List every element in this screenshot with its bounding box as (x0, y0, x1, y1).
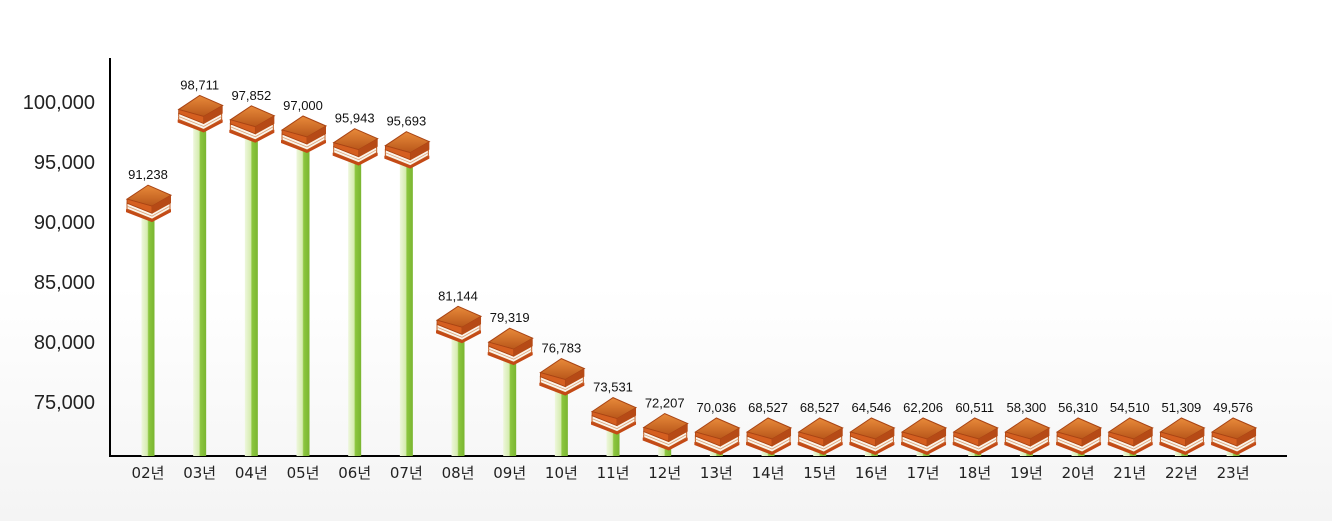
book-stack-icon (1210, 417, 1258, 455)
x-tick-label: 23년 (1217, 464, 1250, 482)
x-tick-label: 06년 (338, 464, 371, 482)
y-tick-label: 85,000 (34, 272, 95, 294)
data-label: 56,310 (1058, 400, 1098, 415)
x-tick-label: 12년 (648, 464, 681, 482)
book-stack-icon (590, 397, 638, 435)
book-stack-icon (487, 327, 534, 366)
book-stack-icon (435, 305, 483, 344)
book-stack-icon (694, 417, 741, 455)
data-label: 58,300 (1007, 400, 1047, 415)
x-tick-label: 04년 (235, 464, 268, 482)
x-tick-label: 05년 (287, 464, 320, 482)
x-tick-label: 15년 (803, 464, 836, 482)
data-label: 68,527 (748, 400, 788, 415)
data-labels: 91,238 98,711 97,852 97,000 95,943 95,693 81,1… (128, 77, 1253, 415)
data-label: 98,711 (180, 77, 219, 92)
bar (141, 207, 155, 456)
data-label: 97,852 (231, 88, 271, 103)
bar (503, 350, 517, 456)
bar (193, 117, 207, 456)
book-stack-icon (229, 105, 276, 143)
x-tick-label: 19년 (1010, 464, 1043, 482)
book-stack-icon (745, 417, 793, 455)
x-tick-label: 22년 (1165, 464, 1198, 482)
book-stack-icon (797, 417, 844, 455)
y-tick-label: 75,000 (34, 392, 95, 414)
book-stack-icon (177, 94, 224, 133)
book-stack-icon (384, 131, 431, 169)
data-label: 73,531 (593, 380, 633, 395)
x-tick-label: 16년 (855, 464, 888, 482)
y-tick-label: 80,000 (34, 332, 95, 354)
data-label: 79,319 (490, 310, 530, 325)
data-label: 97,000 (283, 98, 323, 113)
bar (451, 328, 465, 456)
book-markers (125, 94, 1258, 455)
book-stack-icon (849, 417, 896, 455)
x-tick-label: 14년 (752, 464, 785, 482)
y-tick-label: 90,000 (34, 212, 95, 234)
data-label: 54,510 (1110, 400, 1150, 415)
x-tick-label: 09년 (493, 464, 526, 482)
data-label: 81,144 (438, 288, 478, 303)
book-stack-icon (332, 128, 379, 166)
book-stack-icon (125, 184, 173, 223)
data-label: 95,693 (386, 114, 426, 129)
book-stack-icon (1004, 417, 1051, 455)
book-stack-icon (642, 412, 689, 451)
data-label: 51,309 (1162, 400, 1202, 415)
book-stack-icon (1107, 417, 1154, 455)
data-label: 95,943 (335, 111, 375, 126)
y-tick-label: 95,000 (34, 152, 95, 174)
book-stack-icon (280, 115, 328, 153)
x-tick-label: 13년 (700, 464, 733, 482)
data-label: 76,783 (541, 341, 581, 356)
data-label: 72,207 (645, 396, 685, 411)
x-tick-label: 02년 (132, 464, 165, 482)
x-tick-label: 10년 (545, 464, 578, 482)
bar (244, 127, 258, 456)
x-tick-label: 21년 (1113, 464, 1146, 482)
data-label: 60,511 (955, 400, 994, 415)
x-tick-label: 11년 (597, 464, 630, 482)
data-label: 68,527 (800, 400, 840, 415)
data-label: 64,546 (851, 400, 891, 415)
x-tick-label: 20년 (1062, 464, 1095, 482)
axes: 100,000 95,000 90,000 85,000 80,000 75,000 02년… (23, 58, 1287, 482)
book-stack-icon (952, 417, 999, 455)
book-stack-icon (1055, 417, 1103, 455)
bar (296, 138, 310, 456)
x-tick-label: 08년 (442, 464, 475, 482)
data-label: 91,238 (128, 167, 168, 182)
bar (554, 380, 568, 456)
x-tick-label: 07년 (390, 464, 423, 482)
book-stack-icon (539, 358, 586, 396)
bar (399, 153, 413, 456)
data-label: 49,576 (1213, 400, 1253, 415)
data-label: 70,036 (696, 400, 736, 415)
bar (348, 150, 362, 456)
x-tick-label: 03년 (183, 464, 216, 482)
y-tick-label: 100,000 (23, 92, 95, 114)
book-stack-icon (1159, 417, 1206, 455)
book-stack-icon (900, 417, 948, 455)
x-tick-label: 18년 (958, 464, 991, 482)
data-label: 62,206 (903, 400, 943, 415)
x-tick-label: 17년 (907, 464, 940, 482)
